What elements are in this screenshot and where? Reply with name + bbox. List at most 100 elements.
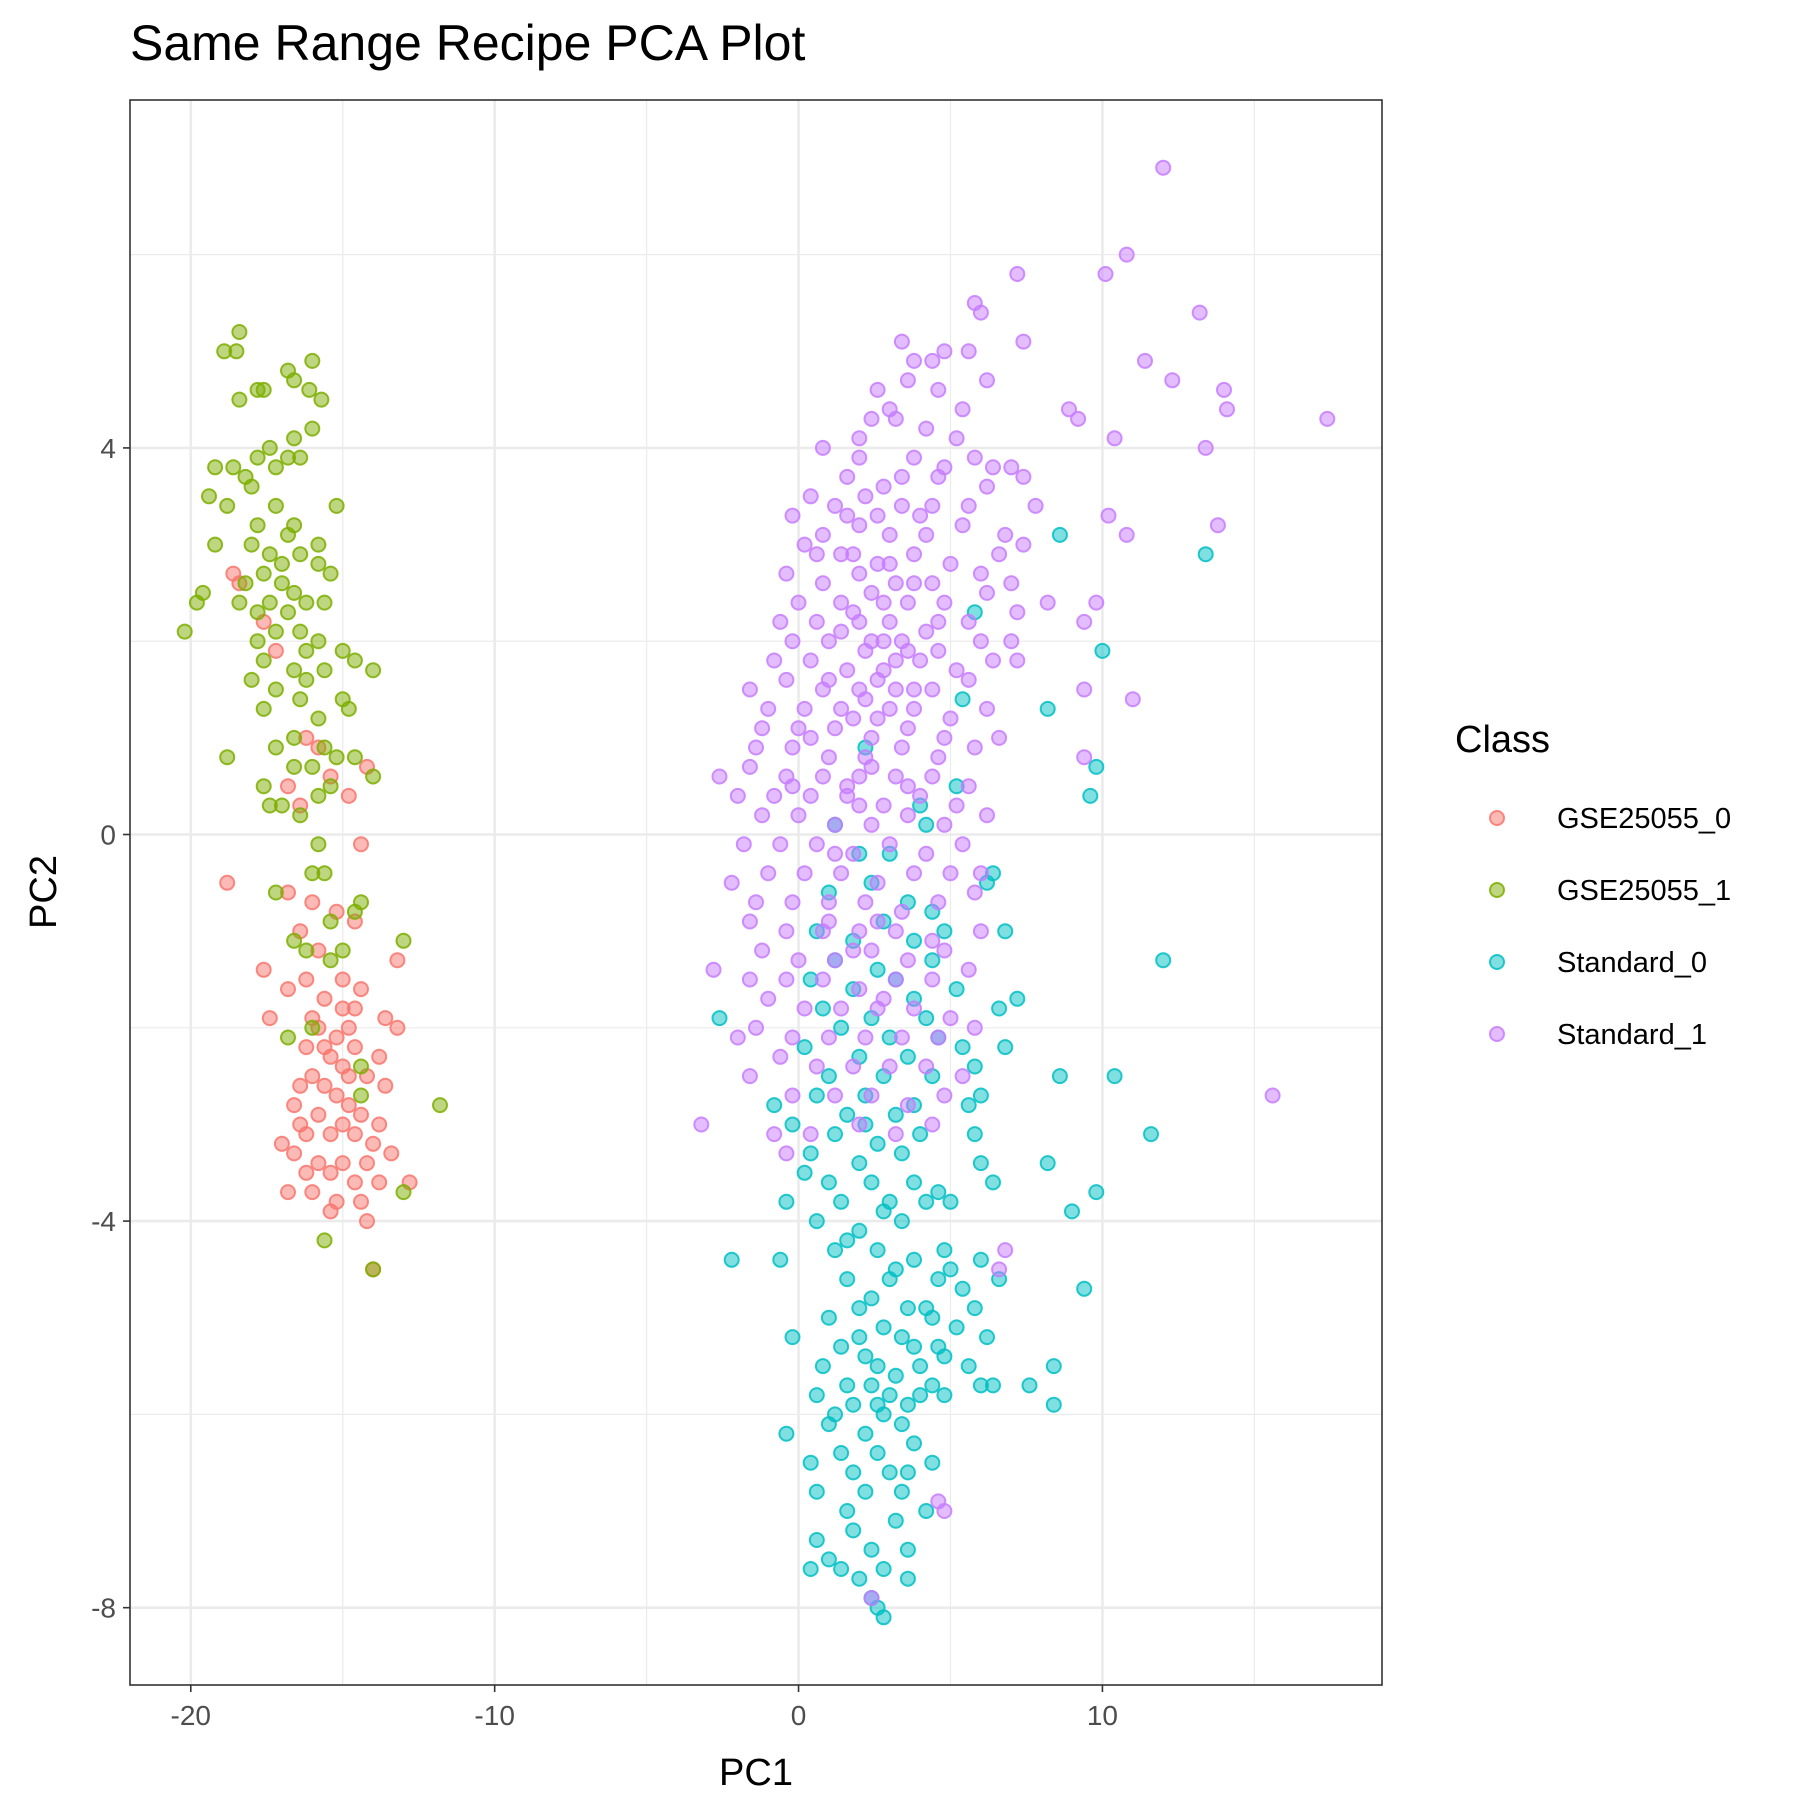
data-point — [322, 778, 339, 795]
data-point — [760, 700, 777, 717]
data-point — [359, 1155, 375, 1172]
data-point — [814, 768, 831, 785]
data-point — [1039, 1155, 1056, 1172]
data-point — [827, 497, 843, 514]
data-point — [316, 1039, 333, 1056]
data-point — [979, 700, 995, 717]
data-point — [225, 459, 242, 476]
data-point — [948, 662, 965, 679]
data-point — [802, 787, 819, 804]
data-point — [808, 1087, 825, 1104]
data-point — [280, 604, 296, 621]
data-point — [997, 526, 1014, 543]
data-point — [298, 642, 315, 659]
data-point — [808, 1058, 825, 1075]
data-point — [869, 913, 886, 930]
data-point — [310, 536, 327, 553]
data-point — [328, 1087, 345, 1104]
data-point — [869, 671, 886, 688]
data-point — [1076, 681, 1093, 698]
data-point — [322, 565, 339, 582]
data-point — [310, 1155, 327, 1172]
data-point — [322, 1164, 339, 1181]
legend-key — [1489, 882, 1505, 898]
data-point — [906, 865, 922, 882]
data-point — [340, 700, 357, 717]
legend-item: Standard_0 — [1489, 947, 1707, 979]
data-point — [1219, 401, 1235, 418]
data-point — [833, 700, 850, 717]
data-point — [893, 1329, 910, 1346]
x-axis-title: PC1 — [719, 1752, 793, 1794]
data-point — [833, 1338, 850, 1355]
data-point — [1082, 787, 1099, 804]
data-point — [863, 410, 880, 427]
legend-key — [1489, 954, 1505, 970]
data-point — [906, 681, 922, 698]
data-point — [353, 1106, 369, 1123]
data-point — [851, 1300, 868, 1317]
plot-panel — [130, 100, 1382, 1685]
data-point — [899, 807, 916, 824]
legend-label: GSE25055_0 — [1557, 803, 1731, 835]
data-point — [863, 729, 880, 746]
data-point — [833, 1445, 850, 1461]
data-point — [972, 633, 989, 650]
legend-item: Standard_1 — [1489, 1019, 1707, 1051]
data-point — [267, 642, 284, 659]
data-point — [328, 749, 345, 766]
data-point — [359, 1213, 375, 1230]
data-point — [778, 1145, 795, 1162]
data-point — [255, 700, 272, 717]
data-point — [924, 352, 941, 369]
data-point — [881, 1387, 898, 1404]
legend-title: Class — [1455, 719, 1550, 761]
data-point — [395, 932, 412, 949]
data-point — [930, 1338, 947, 1355]
data-points — [176, 159, 1336, 1626]
data-point — [972, 1251, 989, 1268]
data-point — [802, 1454, 819, 1471]
data-point — [985, 1377, 1001, 1394]
data-point — [267, 497, 284, 514]
data-point — [887, 681, 904, 698]
data-point — [273, 555, 290, 572]
data-point — [936, 923, 953, 940]
data-point — [219, 874, 236, 891]
data-point — [863, 1174, 880, 1191]
legend-label: Standard_0 — [1557, 947, 1707, 979]
data-point — [930, 1271, 947, 1288]
data-point — [249, 517, 266, 534]
data-point — [304, 894, 321, 911]
data-point — [796, 1000, 813, 1017]
data-point — [313, 391, 330, 408]
data-point — [814, 1358, 831, 1375]
data-point — [893, 1483, 910, 1500]
data-point — [286, 758, 303, 775]
data-point — [899, 778, 916, 795]
data-point — [790, 807, 807, 824]
data-point — [857, 1425, 874, 1442]
data-point — [881, 613, 898, 630]
data-point — [1209, 517, 1226, 534]
series-Standard_1 — [693, 159, 1336, 1606]
data-point — [741, 681, 758, 698]
data-point — [924, 575, 941, 592]
data-point — [899, 1097, 916, 1114]
data-point — [280, 1184, 296, 1201]
data-point — [1097, 266, 1114, 282]
data-point — [906, 449, 922, 466]
series-Standard_0 — [711, 526, 1214, 1626]
data-point — [899, 642, 916, 659]
data-point — [869, 1135, 886, 1152]
data-point — [851, 613, 868, 630]
legend-item: GSE25055_0 — [1489, 803, 1731, 835]
data-point — [979, 807, 995, 824]
chart-title: Same Range Recipe PCA Plot — [130, 15, 805, 71]
data-point — [395, 1184, 412, 1201]
data-point — [869, 1445, 886, 1461]
data-point — [851, 923, 868, 940]
data-point — [918, 1193, 935, 1210]
data-point — [754, 720, 771, 737]
data-point — [310, 633, 327, 650]
